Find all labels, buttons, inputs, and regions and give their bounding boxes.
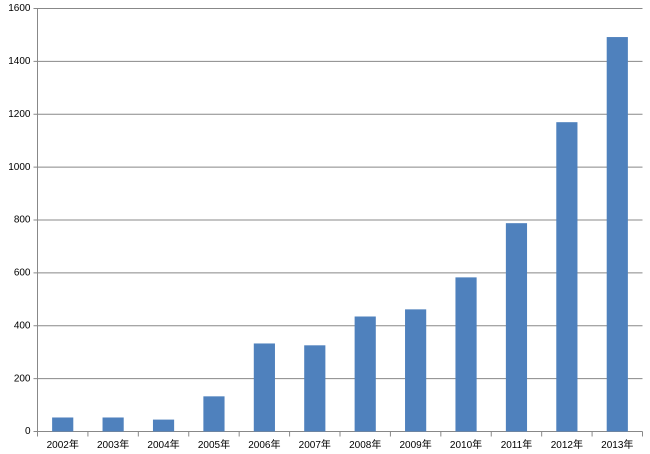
- x-tick-label: 2006年: [248, 438, 280, 451]
- y-tick-label: 0: [25, 426, 31, 437]
- x-tick-label: 2010年: [450, 438, 482, 451]
- bar: [455, 277, 477, 432]
- x-tick-label: 2005年: [198, 438, 230, 451]
- bar: [253, 343, 275, 432]
- y-tick-label: 1400: [8, 56, 31, 67]
- y-tick-label: 600: [14, 268, 31, 279]
- y-tick-label: 1600: [8, 3, 31, 14]
- x-tick-label: 2003年: [97, 438, 129, 451]
- x-tick-label: 2011年: [501, 438, 533, 451]
- bar: [52, 417, 74, 432]
- bar: [203, 396, 225, 432]
- x-tick-label: 2009年: [400, 438, 432, 451]
- x-tick-label: 2013年: [601, 438, 633, 451]
- x-tick-label: 2007年: [299, 438, 331, 451]
- bar: [556, 122, 578, 432]
- bar: [102, 417, 124, 432]
- x-tick-label: 2004年: [147, 438, 179, 451]
- bar: [354, 316, 376, 432]
- bar: [505, 223, 528, 432]
- y-tick-label: 800: [14, 215, 31, 226]
- y-tick-label: 200: [14, 373, 31, 384]
- bar: [405, 309, 427, 432]
- bar: [606, 37, 628, 432]
- x-tick-label: 2002年: [47, 438, 79, 451]
- x-tick-label: 2008年: [349, 438, 381, 451]
- y-tick-label: 400: [14, 320, 31, 331]
- y-tick-label: 1000: [8, 162, 31, 173]
- bar: [304, 345, 326, 432]
- x-tick-label: 2012年: [551, 438, 583, 451]
- bar: [152, 419, 175, 432]
- y-tick-label: 1200: [8, 109, 31, 120]
